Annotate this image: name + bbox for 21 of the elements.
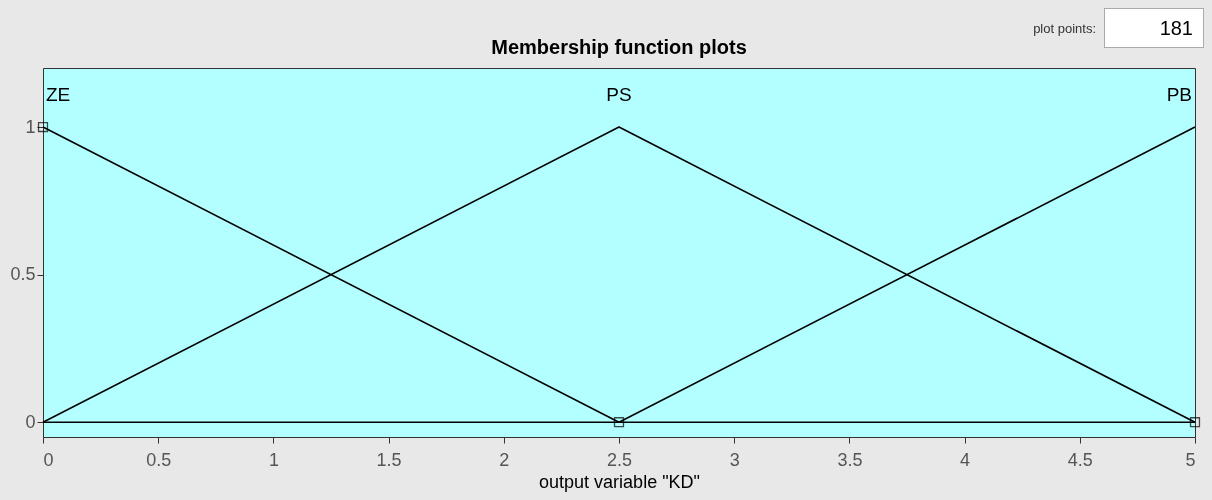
series-label: PB xyxy=(1166,84,1192,105)
series-label: PS xyxy=(606,84,632,105)
x-tick-label: 5 xyxy=(1185,449,1196,470)
text-field: 181 xyxy=(1104,8,1204,48)
text: plot points: xyxy=(1033,20,1096,36)
series-label: ZE xyxy=(46,84,71,105)
x-tick-label: 0 xyxy=(43,449,54,470)
x-tick-label: 4.5 xyxy=(1067,449,1093,470)
x-tick-label: 3 xyxy=(729,449,740,470)
x-tick-label: 1 xyxy=(268,449,279,470)
x-tick-label: 0.5 xyxy=(146,449,172,470)
x-tick-label: 2 xyxy=(499,449,510,470)
chart-title: Membership function plots xyxy=(491,36,747,58)
y-tick-label: 0.5 xyxy=(10,264,36,285)
y-tick-label: 0 xyxy=(25,411,36,432)
x-tick-label: 1.5 xyxy=(376,449,402,470)
y-tick-label: 1 xyxy=(25,116,36,137)
x-tick-label: 2.5 xyxy=(606,449,633,470)
x-tick-label: 3.5 xyxy=(837,449,863,470)
x-tick-label: 4 xyxy=(960,449,971,470)
x-axis-title: output variable "KD" xyxy=(539,471,700,492)
